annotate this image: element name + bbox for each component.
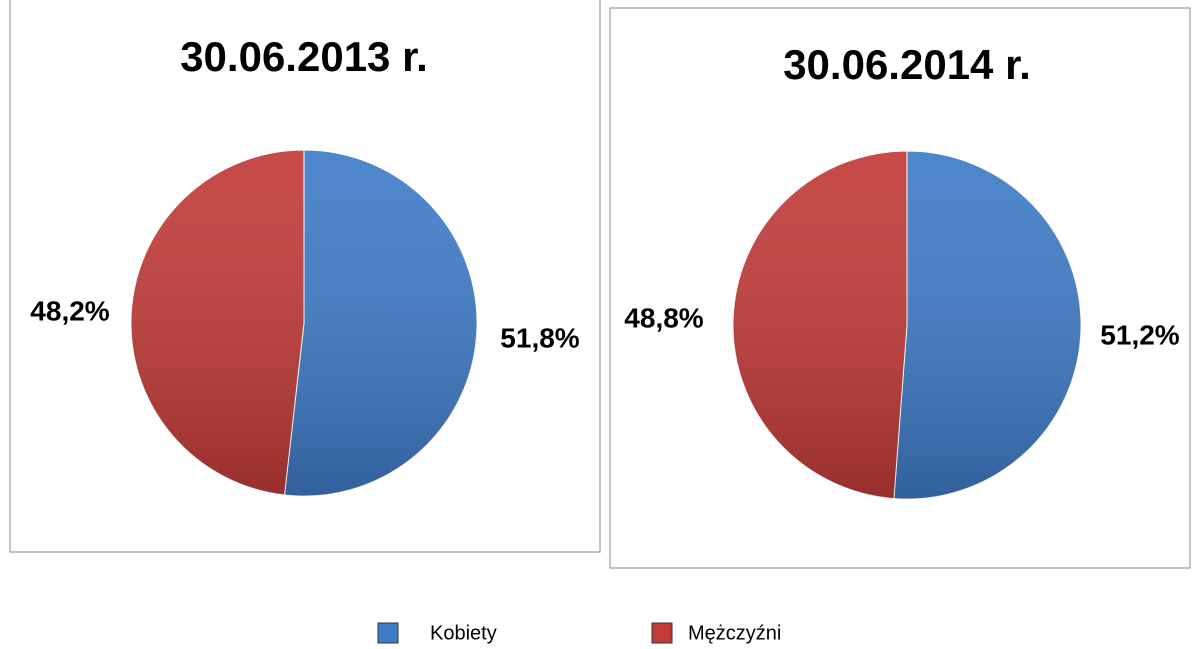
chart-title: 30.06.2013 r. [180, 33, 428, 80]
data-label: 48,8% [624, 302, 703, 333]
data-label: 51,2% [1100, 319, 1179, 350]
legend-label: Mężczyźni [688, 622, 781, 644]
legend-label: Kobiety [430, 622, 497, 644]
chart-title: 30.06.2014 r. [783, 41, 1031, 88]
legend-swatch [377, 622, 399, 644]
legend-swatch [651, 622, 673, 644]
data-label: 51,8% [500, 322, 579, 353]
data-label: 48,2% [30, 295, 109, 326]
